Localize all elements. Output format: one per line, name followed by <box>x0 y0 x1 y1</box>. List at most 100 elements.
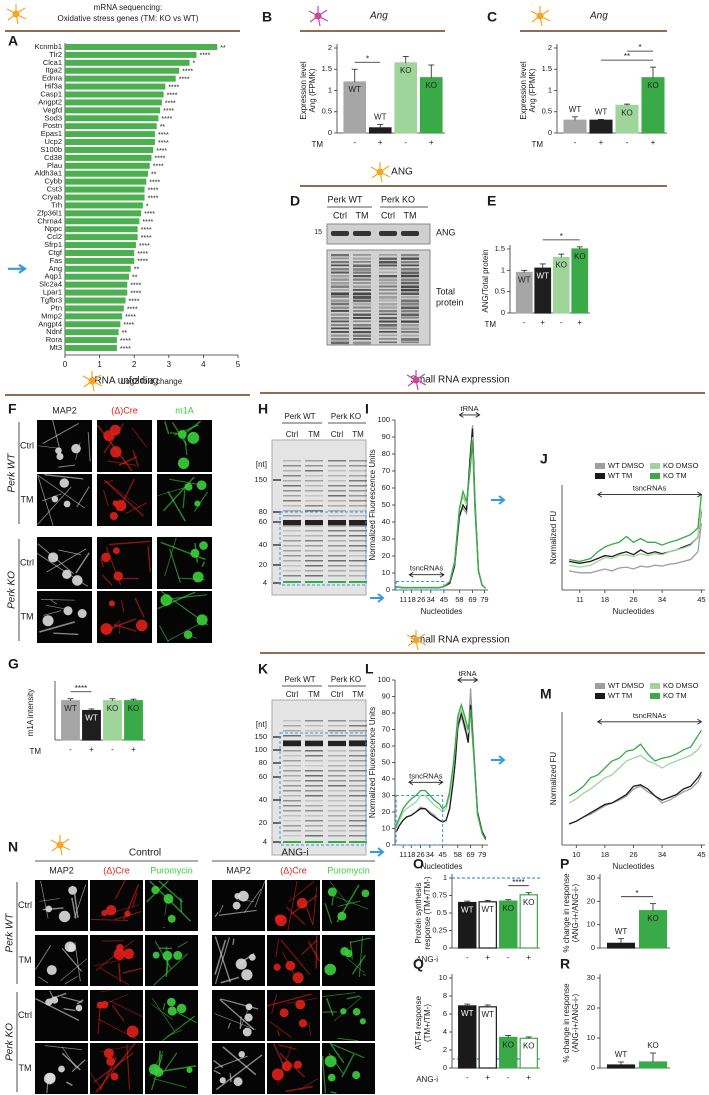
category-label: Hif3a <box>44 82 62 91</box>
neurite <box>122 478 135 503</box>
legend-label: KO DMSO <box>663 461 699 470</box>
gel-band <box>379 313 397 316</box>
neurite <box>153 1078 187 1088</box>
ladder-label: 20 <box>259 818 267 827</box>
span-label: tsncRNAs <box>409 771 443 780</box>
section-header: ANG <box>391 167 413 178</box>
gel-band <box>283 785 301 787</box>
y-tick-label: 10 <box>382 568 390 577</box>
neurite <box>220 976 240 984</box>
ladder-band <box>273 822 281 824</box>
column-label: MAP2 <box>49 865 74 875</box>
bar-label: KO <box>107 704 119 713</box>
gel-band <box>305 575 323 577</box>
bar-label: KO <box>400 66 412 75</box>
gel-band <box>379 334 397 337</box>
gel-band <box>331 338 349 341</box>
x-tick-label: 18 <box>408 595 416 604</box>
cell-body <box>106 1057 116 1066</box>
gel-band <box>283 730 301 732</box>
cell-body <box>248 953 256 961</box>
y-tick-label: 40 <box>382 774 390 783</box>
neurite <box>58 549 81 556</box>
group-label: Perk WT <box>5 913 16 953</box>
micrograph <box>37 420 92 472</box>
gel-band <box>401 310 419 313</box>
category-label: Plau <box>47 161 62 170</box>
neuron-icon <box>539 9 550 17</box>
micrograph <box>90 1043 143 1094</box>
section-header: Small RNA expression <box>410 635 509 646</box>
gel-band <box>328 555 346 557</box>
gel-band <box>349 485 367 487</box>
gel-band <box>283 581 301 583</box>
gel-band <box>283 490 301 492</box>
gel-band <box>328 740 346 742</box>
y-tick-label: 50 <box>382 500 390 509</box>
gel-band <box>353 264 371 268</box>
blot-band-strip <box>326 223 431 245</box>
gel-band <box>305 735 323 737</box>
cell-body <box>46 965 57 976</box>
significance-label: **** <box>148 195 159 202</box>
ladder-label: 60 <box>259 772 267 781</box>
cell-body <box>183 630 193 639</box>
category-label: Ang <box>49 264 62 273</box>
gel-band <box>328 570 346 572</box>
bar <box>65 123 157 130</box>
ladder-label: 40 <box>259 540 267 549</box>
cell-body <box>77 609 87 619</box>
gel-band <box>283 795 301 797</box>
gel-band <box>328 765 346 767</box>
x-axis-label: Nucleotides <box>613 862 655 871</box>
neurite <box>118 623 121 634</box>
cell-body <box>108 600 115 607</box>
neurite <box>63 1007 76 1012</box>
gel-band <box>401 320 419 323</box>
gel-band <box>283 830 301 832</box>
bar <box>65 170 149 177</box>
gel-band <box>331 341 349 345</box>
neurite <box>108 540 151 546</box>
neurite <box>75 552 90 574</box>
cell-body <box>115 500 127 512</box>
category-label: Slc2a4 <box>39 280 62 289</box>
neuron-icon <box>407 379 417 387</box>
x-tick-label: - <box>466 953 469 962</box>
x-tick-label: 34 <box>427 595 435 604</box>
cell-body <box>219 1077 226 1084</box>
row-label: TM <box>19 955 32 965</box>
x-axis-label: TM <box>29 747 41 756</box>
gel-band <box>305 550 323 552</box>
gel-band <box>328 475 346 477</box>
gel-band <box>349 540 367 542</box>
gel-band <box>305 505 323 507</box>
span-arrow <box>408 779 444 786</box>
neurite <box>164 537 177 577</box>
micrograph <box>97 420 152 472</box>
bar <box>606 1064 636 1069</box>
gel-band <box>379 338 397 340</box>
cell-body <box>196 480 207 491</box>
gel-band <box>331 254 349 257</box>
y-tick-label: 1.5 <box>495 244 505 253</box>
gel-band <box>328 825 346 827</box>
gel-band <box>328 540 346 542</box>
significance-label: **** <box>123 322 134 329</box>
gel-band <box>305 490 323 492</box>
significance-label: **** <box>148 187 159 194</box>
cell-body <box>45 998 53 1006</box>
neurite <box>351 954 366 975</box>
y-tick-label: 0.5 <box>322 107 332 116</box>
x-tick-label: - <box>523 318 526 327</box>
panel-letter: O <box>413 856 424 872</box>
neuron-icon <box>7 13 17 21</box>
gel-band <box>328 565 346 567</box>
panel-letter: M <box>540 686 552 702</box>
neurite <box>324 902 333 924</box>
neurite <box>358 936 363 977</box>
gel-band <box>349 755 367 757</box>
y-tick-label: 30 <box>587 873 595 882</box>
arrow <box>491 755 506 765</box>
gel-band <box>328 470 346 472</box>
